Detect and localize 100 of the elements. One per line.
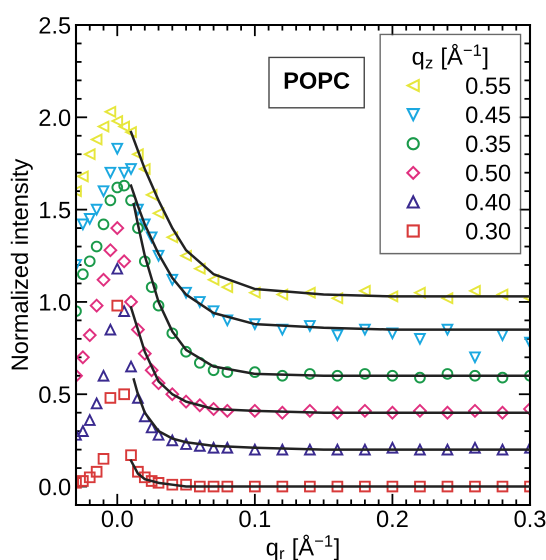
point xyxy=(304,444,316,456)
x-tick-label: 0.3 xyxy=(514,510,546,528)
legend-label: 0.55 xyxy=(466,77,510,94)
point xyxy=(152,376,166,390)
point xyxy=(152,207,164,220)
point xyxy=(138,163,151,175)
point xyxy=(276,444,288,456)
point xyxy=(359,285,371,297)
point xyxy=(332,292,344,304)
point xyxy=(146,231,158,244)
point xyxy=(414,286,426,299)
point xyxy=(125,360,137,372)
point xyxy=(77,425,89,437)
point xyxy=(84,471,96,484)
point xyxy=(90,466,102,478)
point xyxy=(496,444,508,456)
point xyxy=(248,404,262,418)
point xyxy=(77,268,89,280)
point xyxy=(194,357,206,369)
point xyxy=(442,368,454,380)
point xyxy=(90,240,102,252)
point xyxy=(104,324,116,336)
point xyxy=(104,194,116,206)
point xyxy=(496,406,510,420)
point xyxy=(468,404,482,418)
point xyxy=(208,305,220,317)
x-axis-title: q$_{r}$ [Å$^{−1}$] xyxy=(266,534,339,560)
point xyxy=(332,329,344,341)
point xyxy=(132,222,144,234)
point xyxy=(276,288,288,300)
y-tick-label: 2.0 xyxy=(40,109,70,126)
y-tick-label: 1.0 xyxy=(40,294,70,311)
point xyxy=(76,350,90,364)
point xyxy=(180,346,192,358)
point xyxy=(90,204,102,216)
point xyxy=(386,442,398,454)
point xyxy=(249,444,261,456)
point xyxy=(131,322,145,336)
point xyxy=(77,218,89,230)
point xyxy=(469,351,481,364)
point xyxy=(77,475,89,487)
point xyxy=(104,392,116,404)
point xyxy=(166,478,178,491)
point xyxy=(117,254,132,268)
point xyxy=(220,404,234,418)
point xyxy=(90,298,104,312)
point xyxy=(124,295,138,309)
point xyxy=(249,480,261,492)
point xyxy=(221,366,234,378)
point xyxy=(180,478,192,491)
point xyxy=(125,126,137,138)
point xyxy=(440,406,454,420)
point xyxy=(496,480,508,492)
point xyxy=(469,442,481,454)
y-tick-label: 0.5 xyxy=(39,386,70,404)
legend-label: 0.40 xyxy=(466,194,510,210)
y-tick-label: 2.5 xyxy=(40,17,70,34)
point xyxy=(118,305,130,317)
point xyxy=(152,477,164,489)
point xyxy=(496,329,508,341)
y-axis-title: Normalized intensity xyxy=(10,158,33,370)
point xyxy=(414,333,426,345)
point xyxy=(194,262,206,275)
legend-label: 0.30 xyxy=(466,222,510,240)
annotation: POPC xyxy=(284,72,350,89)
point xyxy=(165,387,180,402)
point xyxy=(138,255,151,268)
legend-label: 0.35 xyxy=(466,136,510,152)
point xyxy=(166,327,178,340)
point xyxy=(77,170,89,182)
point xyxy=(221,442,234,454)
point xyxy=(98,218,110,230)
point xyxy=(166,231,178,244)
point xyxy=(496,372,508,384)
point xyxy=(118,120,130,132)
x-tick-label: 0.2 xyxy=(376,510,408,528)
point xyxy=(152,300,164,312)
point xyxy=(208,442,220,454)
point xyxy=(414,444,426,456)
point xyxy=(469,370,481,382)
point xyxy=(413,404,427,418)
point xyxy=(111,115,124,127)
point xyxy=(276,370,288,382)
point xyxy=(111,182,124,194)
point xyxy=(358,404,372,418)
point xyxy=(98,370,110,382)
point xyxy=(414,480,426,492)
point xyxy=(332,444,344,456)
point xyxy=(275,406,290,420)
point xyxy=(111,262,124,275)
point xyxy=(194,296,206,308)
point xyxy=(84,213,96,225)
point xyxy=(90,398,102,410)
point xyxy=(104,243,118,258)
point xyxy=(118,166,130,179)
point xyxy=(146,281,158,293)
point xyxy=(98,120,110,132)
point xyxy=(194,440,206,452)
point xyxy=(84,414,96,426)
point xyxy=(104,106,116,118)
